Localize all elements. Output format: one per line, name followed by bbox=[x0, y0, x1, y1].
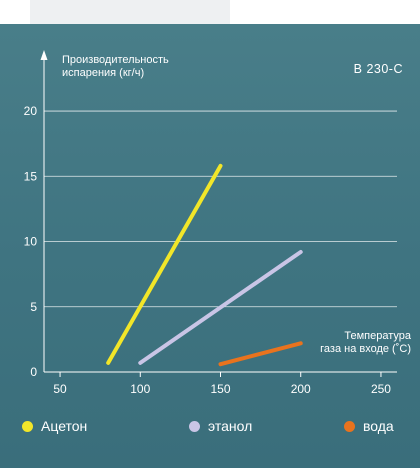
x-axis-label-line-2: газа на входе (˚C) bbox=[320, 343, 411, 355]
legend-label-water: вода bbox=[363, 418, 394, 434]
legend-swatch-water bbox=[344, 420, 355, 432]
legend-label-aceton: Ацетон bbox=[41, 418, 88, 434]
x-axis-label-line-1: Температура bbox=[344, 330, 412, 342]
x-tick-label-250: 250 bbox=[371, 382, 391, 396]
legend-swatch-aceton bbox=[22, 420, 33, 432]
y-tick-label-10: 10 bbox=[24, 235, 38, 249]
legend-swatch-ethanol bbox=[189, 420, 200, 432]
x-tick-label-100: 100 bbox=[130, 382, 150, 396]
x-tick-label-50: 50 bbox=[53, 382, 67, 396]
x-tick-label-150: 150 bbox=[210, 382, 230, 396]
series-line-0 bbox=[106, 163, 223, 365]
y-axis-arrow bbox=[40, 50, 48, 60]
top-strip bbox=[0, 0, 420, 24]
y-tick-label-15: 15 bbox=[24, 169, 38, 183]
model-label: В 230-С bbox=[354, 62, 403, 76]
y-tick-label-0: 0 bbox=[30, 365, 37, 379]
y-axis-label-line-1: Производительность bbox=[62, 54, 169, 66]
legend-item-ethanol: этанол bbox=[189, 418, 252, 434]
y-axis-label-line-2: испарения (кг/ч) bbox=[62, 67, 144, 79]
series-line-2 bbox=[218, 341, 303, 367]
y-tick-label-5: 5 bbox=[30, 300, 37, 314]
legend-item-water: вода bbox=[344, 418, 394, 434]
x-tick-label-200: 200 bbox=[291, 382, 311, 396]
series-line-1 bbox=[138, 249, 303, 365]
legend-label-ethanol: этанол bbox=[208, 418, 253, 434]
legend-item-aceton: Ацетон bbox=[22, 418, 87, 434]
y-tick-label-20: 20 bbox=[24, 104, 38, 118]
legend: Ацетон этанол вода bbox=[0, 418, 420, 442]
